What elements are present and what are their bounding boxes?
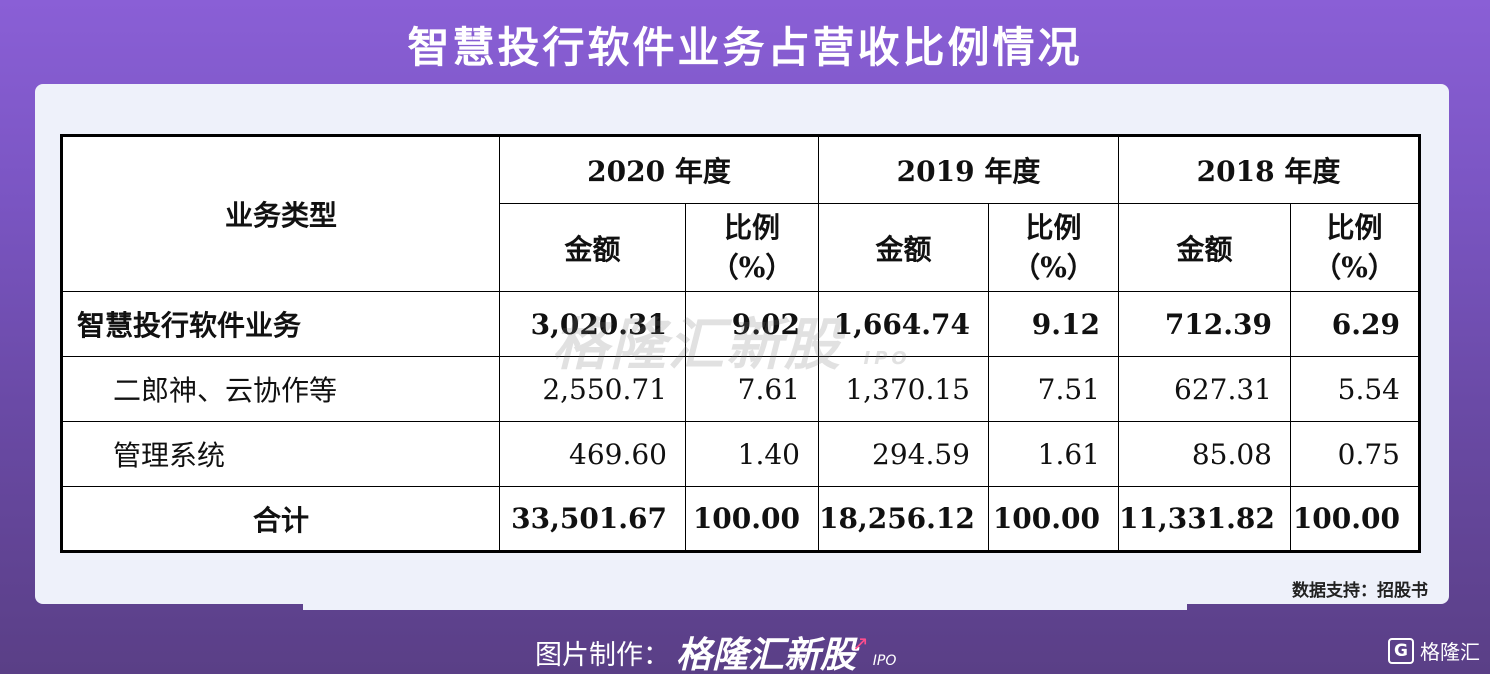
cell-value: 11,331.82 [1118,486,1291,552]
credit-prefix: 图片制作： [535,639,670,671]
year-header-2018: 2018 年度 [1118,135,1420,204]
ratio-unit: （%） [1012,250,1095,284]
cell-value: 6.29 [1290,291,1420,357]
cell-value: 1,664.74 [818,291,989,357]
cell-value: 627.31 [1118,356,1291,422]
source-note: 数据支持：招股书 [1292,581,1428,601]
ratio-label: 比例 [723,210,780,244]
row-label: 二郎神、云协作等 [61,356,500,422]
table-row: 智慧投行软件业务 3,020.31 9.02 1,664.74 9.12 712… [61,291,1420,357]
cell-value: 100.00 [988,486,1119,552]
cell-value: 100.00 [685,486,819,552]
revenue-table: 业务类型 2020 年度 2019 年度 2018 年度 金额 比例 （%） 金… [60,134,1421,553]
page-title: 智慧投行软件业务占营收比例情况 [407,23,1083,72]
table-row: 二郎神、云协作等 2,550.71 7.61 1,370.15 7.51 627… [61,356,1420,422]
cell-value: 100.00 [1290,486,1420,552]
credit-line: 图片制作： 格隆汇新股 ↗ IPO [535,626,896,674]
header-row-years: 业务类型 2020 年度 2019 年度 2018 年度 [61,135,1420,292]
ratio-unit: （%） [1313,250,1396,284]
corner-logo: G 格隆汇 [1388,636,1480,665]
cell-value: 469.60 [499,421,686,487]
brand-ipo: IPO [872,653,897,669]
cell-value: 712.39 [1118,291,1291,357]
cell-value: 85.08 [1118,421,1291,487]
brand-logo-text: 格隆汇新股 [676,635,857,674]
ratio-header-2019: 比例 （%） [988,203,1119,292]
header-row-columns: 金额 比例 （%） 金额 比例 （%） 金额 比例 （%） [62,203,1420,292]
cell-value: 1,370.15 [818,356,989,422]
content-card-extension [303,590,1187,610]
cell-value: 33,501.67 [499,486,686,552]
ratio-unit: （%） [710,250,794,284]
cell-value: 0.75 [1290,421,1420,487]
ratio-label: 比例 [1025,210,1082,244]
cell-value: 7.61 [685,356,819,422]
trend-arrow-icon: ↗ [852,631,869,655]
cell-value: 5.54 [1290,356,1420,422]
year-header-2020: 2020 年度 [499,135,819,204]
corner-logo-text: 格隆汇 [1420,640,1480,664]
ratio-header-2018: 比例 （%） [1290,203,1420,292]
cell-value: 9.02 [685,291,819,357]
amount-header-2020: 金额 [499,203,686,292]
ratio-label: 比例 [1326,210,1383,244]
ratio-header-2020: 比例 （%） [685,203,819,292]
cell-value: 1.40 [685,421,819,487]
amount-header-2018: 金额 [1118,203,1291,292]
cell-value: 9.12 [988,291,1119,357]
total-row: 合计 33,501.67 100.00 18,256.12 100.00 11,… [61,486,1420,552]
cell-value: 3,020.31 [499,291,686,357]
cell-value: 2,550.71 [499,356,686,422]
row-label: 合计 [61,486,500,552]
cell-value: 7.51 [988,356,1119,422]
year-header-2019: 2019 年度 [818,135,1119,204]
cell-value: 18,256.12 [818,486,989,552]
cell-value: 1.61 [988,421,1119,487]
row-label: 智慧投行软件业务 [61,291,500,357]
row-label: 管理系统 [61,421,500,487]
amount-header-2019: 金额 [818,203,989,292]
g-logo-icon: G [1388,637,1414,664]
cell-value: 294.59 [818,421,989,487]
type-header: 业务类型 [61,135,500,292]
table-row: 管理系统 469.60 1.40 294.59 1.61 85.08 0.75 [61,421,1420,487]
